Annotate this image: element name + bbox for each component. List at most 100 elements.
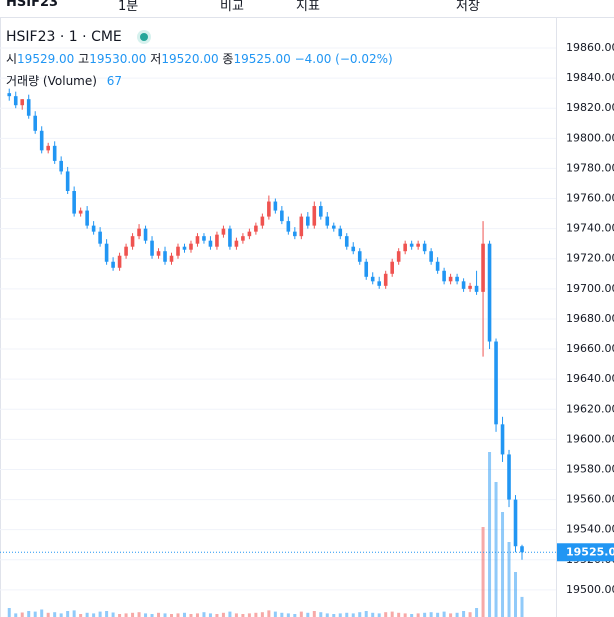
volume-bar [338,613,342,617]
candle-body [26,99,31,116]
toolbar-compare[interactable]: 비교 [220,0,244,14]
candle-body [189,243,193,250]
volume-bar [189,614,193,617]
volume-bar [124,613,128,617]
volume-bar [332,614,336,617]
candle-body [72,191,76,214]
volume-value: 67 [106,74,123,88]
candle-body [208,240,213,247]
candle-body [52,145,57,161]
candle-body [33,115,38,131]
volume-bar [234,613,238,617]
candle-body [78,210,83,214]
volume-bar [371,612,375,617]
candle-body [221,228,226,235]
candle-body [357,251,362,262]
candle-body [150,240,154,256]
candle-body [409,243,414,247]
volume-bar [449,613,453,617]
volume-bar [85,612,89,617]
volume-bar [351,613,355,617]
volume-bar [410,614,414,617]
volume-bar [267,610,271,617]
symbol-row: HSIF23 · 1 · CME [6,26,393,48]
close-label: 종 [222,52,234,66]
candle-body [338,228,343,237]
volume-bar [53,612,57,617]
y-tick-label: 19760.00 [566,192,614,205]
candle-body [455,276,459,282]
volume-bar [358,612,362,617]
candle-body [241,236,245,241]
volume-bar [494,482,498,617]
candle-body [318,206,323,217]
volume-bar [306,612,310,617]
volume-bar [27,611,31,617]
volume-bar [520,596,524,617]
volume-bar [33,611,37,617]
interval: 1 [68,29,78,45]
y-tick-label: 19620.00 [566,402,614,415]
volume-bar [241,614,245,617]
candle-body [312,206,317,226]
candle-body [390,261,394,274]
status-dot [140,33,149,41]
volume-bar [436,612,440,617]
y-tick-label: 19840.00 [566,71,614,84]
candle-body [260,216,265,226]
volume-bar [144,613,148,617]
volume-bar [7,608,11,617]
candle-body [137,228,141,237]
volume-bar [293,614,297,617]
high-value: 19530.00 [89,52,147,66]
volume-bar [260,612,264,617]
volume-bar [59,613,63,617]
candle-body [286,221,291,232]
volume-row: 거래량 (Volume) 67 [6,70,393,92]
candle-body [507,454,511,500]
candle-body [124,246,128,256]
y-tick-label: 19600.00 [566,432,614,445]
toolbar-save[interactable]: 저장 [456,0,480,14]
candle-body [468,285,472,289]
volume-bar [280,612,284,617]
candle-body [228,228,232,247]
toolbar-indicators[interactable]: 지표 [296,0,320,14]
volume-bar [390,611,394,617]
candle-body [247,231,252,237]
volume-bar [273,611,277,617]
volume-bar [105,611,109,617]
y-tick-label: 19740.00 [566,222,614,235]
candle-body [383,273,388,286]
candle-body [487,243,492,342]
volume-bar [364,611,368,617]
last-price-box [557,543,614,562]
volume-bar [462,611,466,617]
volume-bar [254,612,258,617]
candle-body [520,546,524,553]
candle-body [364,261,369,277]
toolbar-symbol[interactable]: HSIF23 [6,0,59,10]
toolbar-interval[interactable]: 1분 [118,0,139,14]
candle-body [7,93,12,97]
ohlc-row: 시19529.00 고19530.00 저19520.00 종19525.00 … [6,48,393,70]
y-tick-label: 19660.00 [566,342,614,355]
volume-bar [157,612,161,617]
candle-body [202,236,206,241]
volume-bar [403,613,407,617]
volume-label: 거래량 (Volume) [6,74,97,88]
candle-body [396,251,401,262]
candle-body [130,236,135,247]
volume-bar [345,612,349,617]
volume-bar [488,452,492,617]
candle-body [422,243,427,252]
volume-bar [442,611,446,617]
candle-body [98,231,102,244]
volume-bar [377,613,381,617]
candle-body [176,246,180,256]
candle-body [293,231,297,237]
volume-bar [325,613,329,617]
open-value: 19529.00 [17,52,75,66]
volume-bar [481,527,485,617]
